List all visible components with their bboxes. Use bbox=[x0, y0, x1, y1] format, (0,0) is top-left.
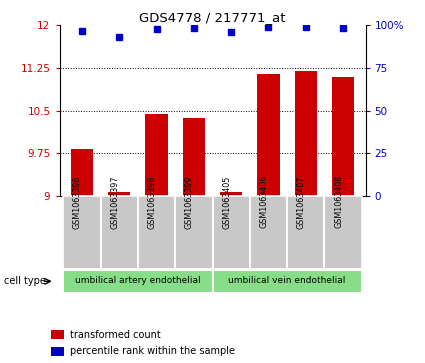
Bar bbox=[212, 270, 362, 293]
Bar bbox=[183, 118, 205, 196]
Text: percentile rank within the sample: percentile rank within the sample bbox=[70, 346, 235, 356]
Bar bbox=[295, 71, 317, 196]
Bar bbox=[101, 196, 138, 269]
Bar bbox=[145, 114, 168, 196]
Bar bbox=[175, 196, 212, 269]
Text: GSM1063399: GSM1063399 bbox=[185, 175, 194, 229]
Bar bbox=[220, 192, 242, 196]
Text: GSM1063405: GSM1063405 bbox=[222, 175, 231, 229]
Text: GSM1063396: GSM1063396 bbox=[73, 175, 82, 229]
Text: transformed count: transformed count bbox=[70, 330, 161, 340]
Bar bbox=[257, 74, 280, 196]
Title: GDS4778 / 217771_at: GDS4778 / 217771_at bbox=[139, 11, 286, 24]
Bar bbox=[51, 347, 64, 356]
Text: GSM1063397: GSM1063397 bbox=[110, 175, 119, 229]
Bar bbox=[287, 196, 324, 269]
Bar bbox=[212, 196, 250, 269]
Bar bbox=[138, 196, 175, 269]
Text: umbilical vein endothelial: umbilical vein endothelial bbox=[229, 276, 346, 285]
Text: GSM1063408: GSM1063408 bbox=[334, 175, 343, 228]
Bar bbox=[108, 192, 130, 196]
Bar bbox=[250, 196, 287, 269]
Text: cell type: cell type bbox=[4, 276, 46, 286]
Text: GSM1063406: GSM1063406 bbox=[260, 175, 269, 228]
Text: GSM1063398: GSM1063398 bbox=[147, 175, 156, 229]
Bar bbox=[51, 330, 64, 339]
Bar bbox=[71, 150, 93, 196]
Bar bbox=[63, 196, 101, 269]
Bar bbox=[332, 77, 354, 196]
Text: umbilical artery endothelial: umbilical artery endothelial bbox=[75, 276, 201, 285]
Text: GSM1063407: GSM1063407 bbox=[297, 175, 306, 229]
Bar bbox=[324, 196, 362, 269]
Bar bbox=[63, 270, 212, 293]
